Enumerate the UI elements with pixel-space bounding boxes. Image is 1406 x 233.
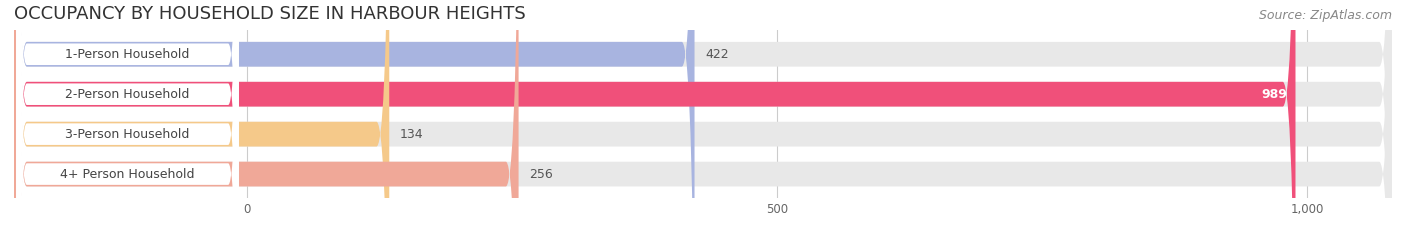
Text: 422: 422: [706, 48, 728, 61]
Text: 4+ Person Household: 4+ Person Household: [60, 168, 194, 181]
FancyBboxPatch shape: [14, 0, 1392, 233]
Text: 256: 256: [529, 168, 553, 181]
Text: 134: 134: [399, 128, 423, 141]
Text: OCCUPANCY BY HOUSEHOLD SIZE IN HARBOUR HEIGHTS: OCCUPANCY BY HOUSEHOLD SIZE IN HARBOUR H…: [14, 5, 526, 23]
Text: Source: ZipAtlas.com: Source: ZipAtlas.com: [1258, 9, 1392, 22]
Text: 2-Person Household: 2-Person Household: [65, 88, 190, 101]
FancyBboxPatch shape: [14, 0, 1392, 233]
FancyBboxPatch shape: [17, 0, 239, 233]
FancyBboxPatch shape: [14, 0, 1392, 233]
Text: 3-Person Household: 3-Person Household: [65, 128, 190, 141]
FancyBboxPatch shape: [14, 0, 1392, 233]
Text: 989: 989: [1261, 88, 1286, 101]
FancyBboxPatch shape: [14, 0, 695, 233]
FancyBboxPatch shape: [17, 0, 239, 233]
FancyBboxPatch shape: [17, 0, 239, 233]
FancyBboxPatch shape: [17, 0, 239, 233]
FancyBboxPatch shape: [14, 0, 519, 233]
FancyBboxPatch shape: [14, 0, 389, 233]
Text: 1-Person Household: 1-Person Household: [65, 48, 190, 61]
FancyBboxPatch shape: [14, 0, 1295, 233]
